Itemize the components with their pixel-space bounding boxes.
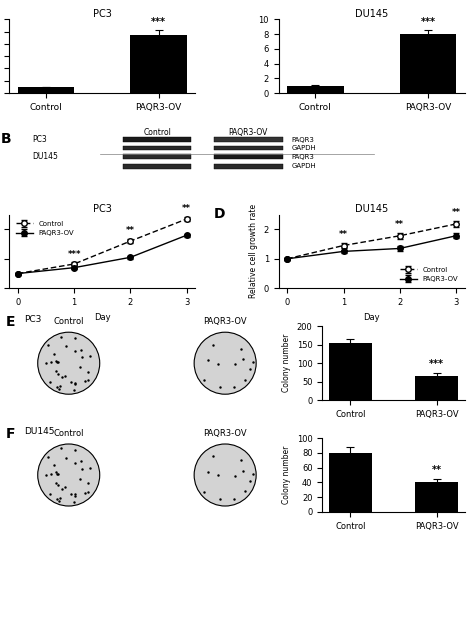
Circle shape	[38, 332, 100, 394]
Text: PAQR3: PAQR3	[292, 136, 314, 143]
Text: D: D	[214, 207, 225, 221]
Bar	[415, 482, 458, 512]
Text: Control: Control	[144, 128, 171, 137]
Y-axis label: Colony number: Colony number	[283, 446, 292, 504]
Bar	[214, 164, 283, 168]
Bar	[214, 154, 283, 159]
Title: PAQR3-OV: PAQR3-OV	[203, 429, 247, 438]
Bar	[123, 137, 191, 143]
Text: F: F	[6, 427, 16, 441]
Bar	[18, 87, 74, 93]
Text: **: **	[452, 208, 461, 217]
X-axis label: Day: Day	[94, 312, 110, 322]
Legend: Control, PAQR3-OV: Control, PAQR3-OV	[397, 264, 461, 285]
Bar	[123, 164, 191, 168]
Text: ***: ***	[420, 17, 436, 28]
Text: GAPDH: GAPDH	[292, 163, 316, 169]
Circle shape	[38, 444, 100, 506]
Title: PAQR3-OV: PAQR3-OV	[203, 317, 247, 326]
Circle shape	[194, 332, 256, 394]
Legend: Control, PAQR3-OV: Control, PAQR3-OV	[13, 218, 77, 239]
Text: PC3: PC3	[25, 315, 42, 324]
Text: B: B	[0, 132, 11, 147]
Text: ***: ***	[67, 249, 81, 258]
Text: **: **	[339, 230, 348, 239]
Title: DU145: DU145	[355, 204, 388, 213]
Y-axis label: Relative cell growth rate: Relative cell growth rate	[249, 204, 258, 298]
Text: **: **	[126, 226, 135, 235]
Bar	[329, 453, 372, 512]
Text: ***: ***	[151, 17, 166, 27]
Bar	[400, 34, 456, 93]
Text: **: **	[431, 465, 441, 475]
Title: DU145: DU145	[355, 8, 388, 19]
Text: E: E	[6, 315, 16, 329]
Text: **: **	[182, 204, 191, 213]
Text: DU145: DU145	[25, 427, 55, 436]
Text: PAQR3-OV: PAQR3-OV	[228, 128, 268, 137]
Text: **: **	[395, 220, 404, 229]
Title: Control: Control	[54, 429, 84, 438]
Bar	[123, 154, 191, 159]
X-axis label: Day: Day	[364, 312, 380, 322]
Bar	[287, 86, 344, 93]
Bar	[214, 137, 283, 143]
Bar	[130, 35, 187, 93]
Bar	[214, 146, 283, 150]
Bar	[415, 376, 458, 400]
Text: PAQR3: PAQR3	[292, 154, 314, 160]
Text: PC3: PC3	[32, 135, 47, 144]
Bar	[329, 343, 372, 400]
Circle shape	[194, 444, 256, 506]
Text: DU145: DU145	[32, 152, 58, 161]
Bar	[123, 146, 191, 150]
Title: Control: Control	[54, 317, 84, 326]
Title: PC3: PC3	[93, 204, 112, 213]
Title: PC3: PC3	[93, 8, 112, 19]
Text: GAPDH: GAPDH	[292, 145, 316, 151]
Text: ***: ***	[429, 359, 444, 370]
Y-axis label: Colony number: Colony number	[283, 334, 292, 392]
